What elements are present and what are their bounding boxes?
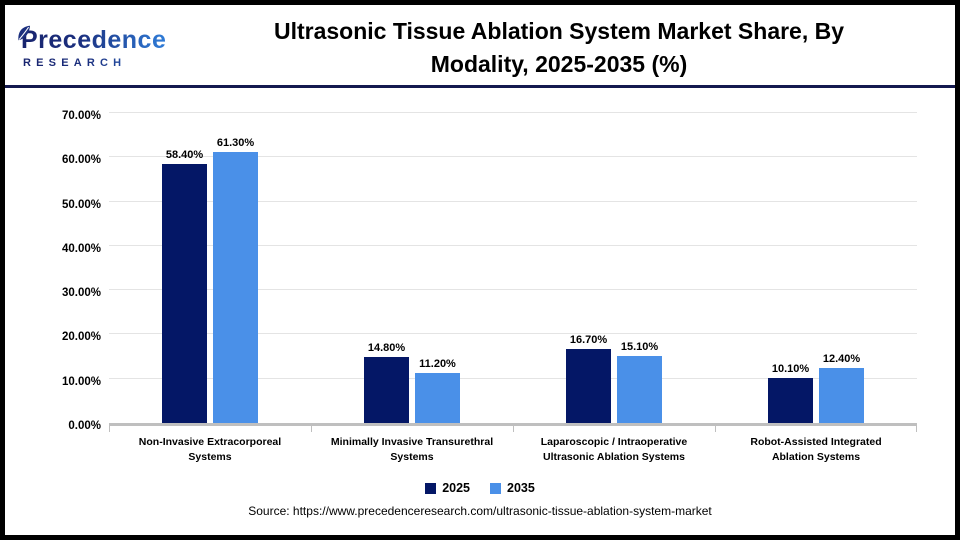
x-axis-tick: [513, 426, 514, 432]
y-axis-label: 10.00%: [61, 375, 101, 388]
bar-wrap-2025: 16.70%: [566, 334, 611, 423]
category-label: Robot-Assisted Integrated Ablation Syste…: [750, 436, 882, 463]
bar-wrap-2035: 15.10%: [617, 341, 662, 423]
gridline: [109, 156, 917, 158]
bar-wrap-2025: 58.40%: [162, 149, 207, 423]
category-label: Minimally Invasive Transurethral Systems: [330, 436, 494, 463]
legend-item-2035: 2035: [490, 481, 535, 495]
bar-value-label: 14.80%: [367, 342, 406, 355]
gridline: [109, 200, 917, 202]
bar-wrap-2025: 10.10%: [768, 363, 813, 423]
category-label: Non-Invasive Extracorporeal Systems: [138, 436, 282, 463]
bar-2025: [162, 164, 207, 423]
gridline: [109, 112, 917, 113]
y-axis-label: 60.00%: [61, 154, 101, 167]
bar-value-label: 16.70%: [569, 334, 608, 347]
bar-value-label: 15.10%: [620, 341, 659, 354]
logo-wordmark: Precedence: [18, 25, 187, 55]
legend-label-2025: 2025: [442, 481, 470, 496]
legend: 2025 2035: [5, 481, 955, 495]
bar-value-label: 10.10%: [771, 363, 810, 376]
chart-title: Ultrasonic Tissue Ablation System Market…: [187, 15, 937, 81]
legend-swatch-2035: [490, 482, 501, 494]
bar-chart: 0.00% 10.00% 20.00% 30.00% 40.00% 50.00% 60.00…: [17, 110, 917, 432]
bar-2025: [566, 349, 611, 423]
bar-group: 16.70% 15.10%: [513, 116, 715, 423]
bar-wrap-2035: 61.30%: [213, 137, 258, 423]
header: Precedence RESEARCH Ultrasonic Tissue Ab…: [5, 5, 955, 88]
source-text: Source: https://www.precedenceresearch.c…: [248, 504, 712, 519]
bar-wrap-2035: 11.20%: [415, 358, 460, 423]
bar-group: 58.40% 61.30%: [109, 116, 311, 423]
bar-2035: [819, 368, 864, 423]
y-axis-label: 70.00%: [61, 110, 101, 122]
logo-text-precedence: Precedence: [21, 26, 167, 55]
chart-title-line2: Modality, 2025-2035 (%): [430, 51, 688, 77]
x-axis-tick: [715, 426, 716, 432]
bar-group: 14.80% 11.20%: [311, 116, 513, 423]
bar-value-label: 11.20%: [419, 358, 456, 371]
bar-wrap-2025: 14.80%: [364, 342, 409, 423]
bar-value-label: 12.40%: [822, 353, 861, 366]
legend-item-2025: 2025: [425, 481, 470, 495]
y-axis-label: 0.00%: [68, 420, 101, 432]
y-axis-label: 30.00%: [61, 287, 101, 300]
y-axis-label: 50.00%: [61, 198, 101, 211]
category-label: Laparoscopic / Intraoperative Ultrasonic…: [540, 436, 688, 463]
legend-swatch-2025: [425, 482, 437, 494]
x-axis-labels: Non-Invasive Extracorporeal Systems Minim…: [109, 435, 917, 464]
x-axis-tick: [109, 426, 110, 432]
bar-2035: [213, 151, 258, 423]
y-axis: 0.00% 10.00% 20.00% 30.00% 40.00% 50.00% 60.00…: [17, 110, 109, 432]
bar-group: 10.10% 12.40%: [715, 116, 917, 423]
logo-leaf-icon: [16, 20, 31, 41]
logo-text-research: RESEARCH: [19, 57, 187, 69]
bar-2025: [768, 378, 813, 423]
x-axis-tick: [916, 426, 917, 432]
bar-wrap-2035: 12.40%: [819, 353, 864, 423]
y-axis-label: 20.00%: [61, 331, 101, 344]
legend-label-2035: 2035: [507, 481, 535, 496]
plot-area: 58.40% 61.30% 14.80% 11.20% 16.70% 15.10% 10.1…: [109, 112, 917, 432]
gridline: [109, 244, 917, 246]
bar-value-label: 61.30%: [216, 136, 255, 149]
bar-2025: [364, 357, 409, 423]
gridline: [109, 377, 917, 379]
bar-2035: [617, 356, 662, 423]
gridline: [109, 333, 917, 335]
bar-2035: [415, 373, 460, 423]
bar-groups: 58.40% 61.30% 14.80% 11.20% 16.70% 15.10% 10.1…: [109, 116, 917, 423]
x-axis-tick: [311, 426, 312, 432]
logo: Precedence RESEARCH: [18, 25, 187, 69]
chart-title-line1: Ultrasonic Tissue Ablation System Market…: [273, 18, 845, 44]
gridline: [109, 289, 917, 291]
bar-value-label: 58.40%: [165, 149, 204, 162]
y-axis-label: 40.00%: [61, 242, 101, 255]
